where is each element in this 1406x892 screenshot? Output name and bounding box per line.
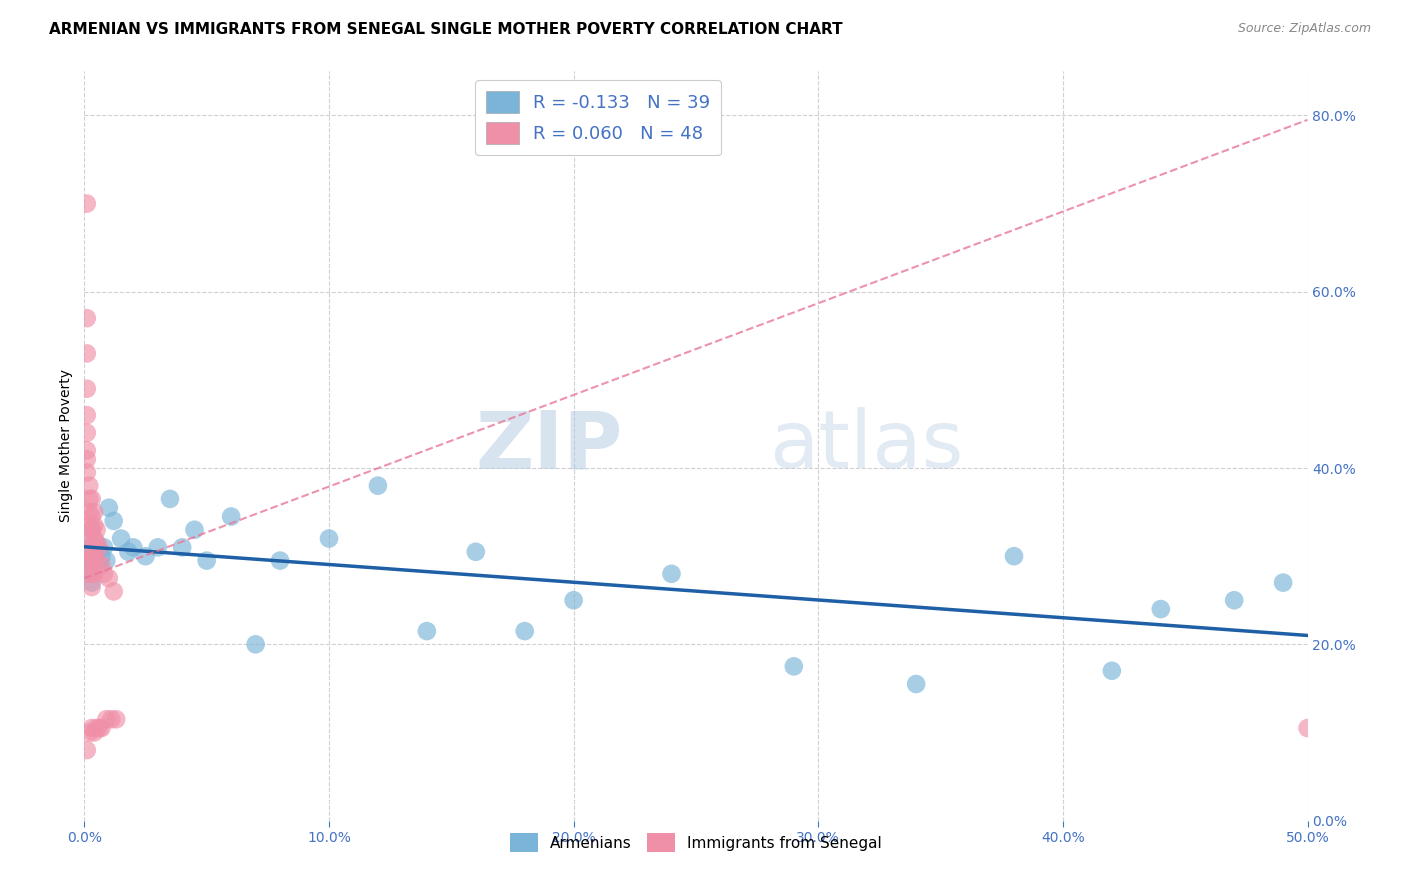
Point (100, 712, 122, 726)
Point (219, 509, 242, 524)
Text: atlas: atlas (769, 407, 963, 485)
Point (146, 541, 169, 555)
Point (76, 425, 98, 440)
Point (80, 566, 103, 581)
Text: ZIP: ZIP (475, 407, 623, 485)
Point (76, 466, 98, 480)
Point (97, 571, 120, 585)
Point (172, 541, 194, 555)
Point (96, 712, 118, 726)
Point (513, 624, 536, 639)
Point (245, 637, 267, 651)
Point (103, 514, 125, 528)
Point (87, 541, 110, 555)
Legend: Armenians, Immigrants from Senegal: Armenians, Immigrants from Senegal (505, 827, 887, 858)
Point (76, 443, 98, 458)
Point (90, 558, 112, 572)
Point (76, 196, 98, 211)
Point (159, 491, 181, 506)
Text: ARMENIAN VS IMMIGRANTS FROM SENEGAL SINGLE MOTHER POVERTY CORRELATION CHART: ARMENIAN VS IMMIGRANTS FROM SENEGAL SING… (49, 22, 842, 37)
Point (122, 541, 145, 555)
Point (105, 712, 128, 726)
Point (77, 545, 100, 559)
Point (77, 478, 100, 492)
Point (80, 491, 103, 506)
Point (661, 566, 683, 581)
Point (103, 584, 125, 599)
Point (416, 624, 439, 639)
Point (77, 505, 100, 519)
Point (464, 545, 486, 559)
Point (562, 593, 585, 607)
Point (80, 575, 103, 590)
Point (1272, 575, 1295, 590)
Point (76, 562, 98, 576)
Point (783, 659, 806, 673)
Point (77, 725, 100, 739)
Point (77, 518, 100, 533)
Point (90, 721, 112, 735)
Point (76, 382, 98, 396)
Point (96, 553, 118, 567)
Point (83, 566, 105, 581)
Point (86, 536, 108, 550)
Point (80, 541, 103, 555)
Point (195, 553, 218, 567)
Point (87, 558, 110, 572)
Point (80, 509, 103, 524)
Point (135, 549, 157, 564)
Point (1002, 549, 1025, 564)
Point (97, 500, 120, 515)
Point (318, 532, 340, 546)
Point (76, 743, 98, 757)
Point (76, 408, 98, 422)
Point (269, 553, 291, 567)
Point (1150, 602, 1173, 616)
Point (86, 536, 108, 550)
Point (77, 491, 100, 506)
Point (110, 532, 132, 546)
Point (77, 566, 100, 581)
Point (83, 549, 105, 564)
Point (1296, 721, 1319, 735)
Point (83, 725, 105, 739)
Point (183, 523, 205, 537)
Point (77, 553, 100, 567)
Point (77, 532, 100, 546)
Point (80, 580, 103, 594)
Point (76, 452, 98, 467)
Point (86, 721, 108, 735)
Point (117, 545, 139, 559)
Point (76, 311, 98, 326)
Point (80, 721, 103, 735)
Point (83, 549, 105, 564)
Point (905, 677, 928, 691)
Point (1223, 593, 1246, 607)
Point (76, 346, 98, 360)
Point (86, 523, 108, 537)
Point (367, 478, 389, 492)
Text: Source: ZipAtlas.com: Source: ZipAtlas.com (1237, 22, 1371, 36)
Y-axis label: Single Mother Poverty: Single Mother Poverty (59, 369, 73, 523)
Point (83, 505, 105, 519)
Point (1101, 664, 1123, 678)
Point (93, 566, 115, 581)
Point (80, 523, 103, 537)
Point (80, 523, 103, 537)
Point (77, 553, 100, 567)
Point (93, 541, 115, 555)
Point (90, 549, 112, 564)
Point (83, 532, 105, 546)
Point (86, 553, 108, 567)
Point (80, 553, 103, 567)
Point (77, 541, 100, 555)
Point (87, 721, 110, 735)
Point (83, 518, 105, 533)
